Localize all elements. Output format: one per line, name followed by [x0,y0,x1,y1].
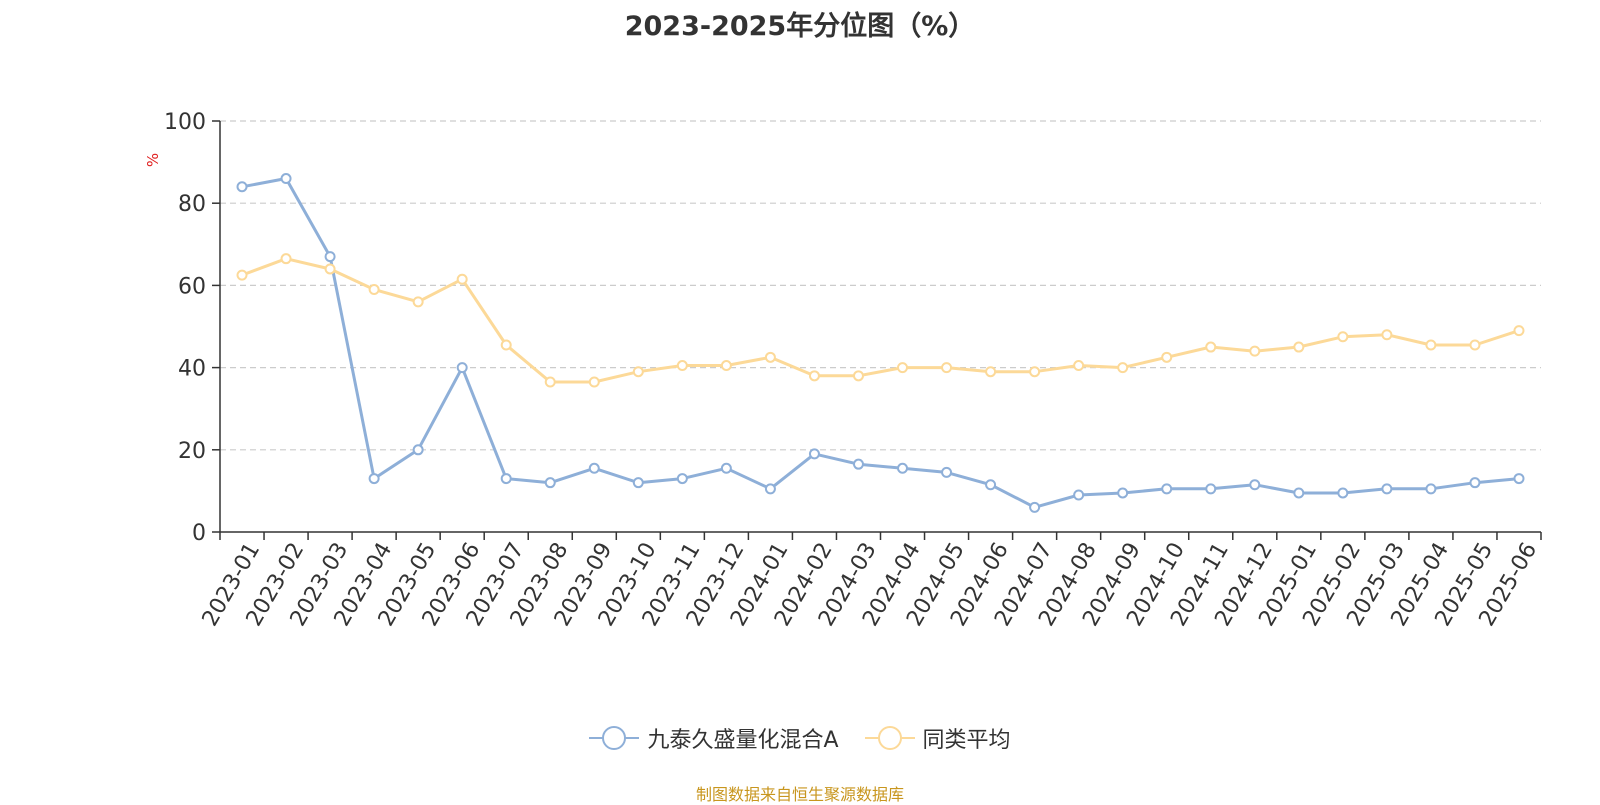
series-2-point-2023-09 [588,376,600,388]
y-tick-label-100: 100 [164,110,206,135]
series-1-point-2023-12 [720,462,732,474]
series-2-point-2024-01 [764,351,776,363]
series-2-point-2023-07 [500,339,512,351]
series-1-point-2023-04 [368,473,380,485]
y-tick-label-0: 0 [192,521,206,546]
series-1-point-2023-09 [588,462,600,474]
series-2-point-2023-10 [632,366,644,378]
series-1-point-2023-01 [236,181,248,193]
series-1-point-2025-06 [1513,473,1525,485]
series-2-point-2024-09 [1117,362,1129,374]
series-1-point-2023-07 [500,473,512,485]
series-1-point-2025-03 [1381,483,1393,495]
series-lines [236,173,1525,513]
series-1-point-2023-06 [456,362,468,374]
series-2-point-2024-12 [1249,345,1261,357]
series-2-point-2023-06 [456,273,468,285]
source-note: 制图数据来自恒生聚源数据库 [695,785,904,804]
gridlines [220,120,1541,451]
series-2-point-2025-03 [1381,329,1393,341]
series-1-point-2024-03 [852,458,864,470]
axes: 0204060801002023-012023-022023-032023-04… [164,110,1542,631]
series-1-point-2025-04 [1425,483,1437,495]
series-1-point-2024-01 [764,483,776,495]
legend-label-series-1: 九泰久盛量化混合A [647,728,839,753]
y-tick-label-80: 80 [178,192,206,217]
series-2-point-2024-03 [852,370,864,382]
series-1-point-2023-10 [632,477,644,489]
series-2-point-2025-06 [1513,325,1525,337]
y-axis-unit-label: % [144,153,162,167]
series-1-point-2023-05 [412,444,424,456]
legend-item-series-2[interactable]: 同类平均 [864,722,1011,754]
series-1-point-2023-08 [544,477,556,489]
series-1-point-2023-11 [676,473,688,485]
series-line-1 [241,177,1520,509]
series-1-point-2024-09 [1117,487,1129,499]
series-2-point-2024-10 [1161,351,1173,363]
series-2-point-2023-03 [324,263,336,275]
series-1-point-2025-02 [1337,487,1349,499]
legend-label-series-2: 同类平均 [922,728,1011,753]
series-1-point-2024-02 [808,448,820,460]
series-2-point-2024-04 [897,362,909,374]
series-2-point-2025-01 [1293,341,1305,353]
series-2-point-2024-05 [941,362,953,374]
series-1-point-2025-01 [1293,487,1305,499]
y-tick-label-40: 40 [178,357,206,382]
series-1-point-2023-02 [280,173,292,185]
series-1-point-2024-06 [985,479,997,491]
series-2-point-2024-08 [1073,360,1085,372]
y-tick-label-20: 20 [178,439,206,464]
series-1-point-2023-03 [324,251,336,263]
series-1-point-2024-07 [1029,501,1041,513]
series-2-point-2023-12 [720,360,732,372]
series-1-point-2024-10 [1161,483,1173,495]
series-2-point-2025-05 [1469,339,1481,351]
series-2-point-2024-11 [1205,341,1217,353]
series-2-point-2025-04 [1425,339,1437,351]
series-1-point-2025-05 [1469,477,1481,489]
chart-title: 2023-2025年分位图（%） [624,11,976,42]
series-1-point-2024-04 [897,462,909,474]
series-2-point-2023-02 [280,253,292,265]
legend-item-series-1[interactable]: 九泰久盛量化混合A [589,722,839,754]
series-line-2 [241,257,1520,384]
series-1-point-2024-05 [941,466,953,478]
legend-swatch-series-2 [864,725,915,751]
series-2-point-2025-02 [1337,331,1349,343]
series-2-point-2024-06 [985,366,997,378]
series-2-point-2023-11 [676,360,688,372]
series-2-point-2024-02 [808,370,820,382]
series-2-point-2023-04 [368,284,380,296]
series-2-point-2023-01 [236,269,248,281]
series-2-point-2023-08 [544,376,556,388]
series-1-point-2024-08 [1073,489,1085,501]
series-2-point-2024-07 [1029,366,1041,378]
series-2-point-2023-05 [412,296,424,308]
y-tick-label-60: 60 [178,274,206,299]
series-1-point-2024-12 [1249,479,1261,491]
legend: 九泰久盛量化混合A 同类平均 [0,722,1600,754]
legend-swatch-series-1 [589,725,640,751]
series-1-point-2024-11 [1205,483,1217,495]
